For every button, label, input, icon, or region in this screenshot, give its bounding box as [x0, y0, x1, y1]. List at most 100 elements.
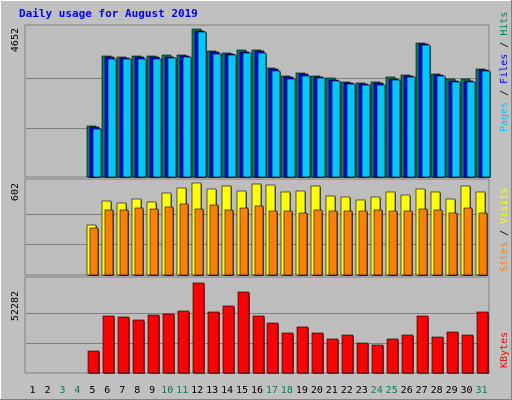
bar-sites-day-14 — [224, 209, 234, 276]
bar-sites-day-10 — [164, 206, 174, 276]
visits-ymax-label: 602 — [10, 183, 21, 201]
bar-sites-day-16 — [254, 205, 264, 276]
bar-pages-day-24 — [376, 84, 386, 178]
bar-sites-day-20 — [313, 209, 323, 276]
bar-pages-day-30 — [466, 81, 476, 178]
bar-pages-day-16 — [257, 52, 267, 178]
bar-pages-day-17 — [271, 70, 281, 178]
bar-sites-day-8 — [134, 207, 144, 276]
x-tick-labels: 1 2 3 4 5 6 7 8 9 10 11 12 13 14 15 16 17 18 19 20 21 22 23 24 2… — [29, 385, 487, 396]
bar-pages-day-20 — [316, 77, 326, 178]
x-tick-label: 28 — [431, 385, 443, 396]
x-tick-label: 15 — [236, 385, 248, 396]
bar-kbytes-day-11 — [177, 310, 190, 374]
bar-sites-day-21 — [328, 210, 338, 276]
bar-kbytes-day-9 — [147, 314, 160, 374]
x-tick-label: 18 — [281, 385, 293, 396]
bar-pages-day-19 — [301, 75, 311, 178]
x-tick-label: 17 — [266, 385, 278, 396]
bar-kbytes-day-20 — [311, 332, 324, 374]
bar-sites-day-24 — [373, 209, 383, 276]
bar-pages-day-7 — [122, 58, 132, 178]
bar-kbytes-day-29 — [446, 331, 459, 374]
bar-sites-day-19 — [298, 212, 308, 276]
bar-sites-day-11 — [179, 203, 189, 276]
bar-pages-day-11 — [182, 56, 192, 178]
bar-pages-day-26 — [406, 76, 416, 178]
x-tick-label: 29 — [446, 385, 458, 396]
x-tick-label: 23 — [356, 385, 368, 396]
bar-kbytes-day-21 — [326, 338, 339, 374]
bar-kbytes-day-8 — [132, 319, 145, 374]
x-tick-label: 25 — [386, 385, 398, 396]
bar-pages-day-23 — [361, 84, 371, 178]
x-tick-label: 19 — [296, 385, 308, 396]
bar-pages-day-10 — [167, 57, 177, 178]
bar-sites-day-5 — [89, 227, 99, 276]
bar-sites-day-7 — [119, 209, 129, 276]
bar-pages-day-9 — [152, 58, 162, 178]
x-tick-label: 9 — [149, 385, 155, 396]
legend-sep-3: / — [499, 224, 510, 242]
bar-sites-day-18 — [283, 210, 293, 276]
bar-kbytes-day-5 — [87, 350, 100, 374]
bar-sites-day-6 — [104, 209, 114, 276]
kbytes-ymax-label: 52282 — [10, 291, 21, 321]
bar-sites-day-31 — [478, 212, 488, 276]
legend-visits: Visits — [499, 188, 510, 224]
hits-ymax-label: 4652 — [10, 28, 21, 52]
bar-kbytes-day-30 — [461, 334, 474, 374]
legend-pages: Pages — [499, 102, 510, 132]
bar-sites-day-12 — [194, 208, 204, 276]
x-tick-label: 4 — [74, 385, 80, 396]
bar-pages-day-29 — [451, 81, 461, 178]
visits-axis-legend: Sites / Visits — [499, 188, 510, 272]
x-tick-label: 20 — [311, 385, 323, 396]
x-tick-label: 3 — [59, 385, 65, 396]
bar-kbytes-day-24 — [371, 344, 384, 374]
x-tick-label: 21 — [326, 385, 338, 396]
bar-kbytes-day-12 — [192, 282, 205, 374]
bar-pages-day-25 — [391, 79, 401, 178]
x-tick-label: 27 — [416, 385, 428, 396]
x-tick-label: 7 — [119, 385, 125, 396]
bar-kbytes-day-7 — [117, 316, 130, 374]
x-tick-label: 14 — [221, 385, 233, 396]
x-tick-label: 6 — [104, 385, 110, 396]
bar-pages-day-21 — [331, 80, 341, 178]
bar-kbytes-day-22 — [341, 334, 354, 374]
bar-sites-day-22 — [343, 210, 353, 276]
legend-files: Files — [499, 54, 510, 84]
bar-pages-day-6 — [107, 58, 117, 178]
bar-kbytes-day-23 — [356, 342, 369, 374]
bar-sites-day-13 — [209, 204, 219, 276]
legend-sep-1: / — [499, 84, 510, 102]
bar-sites-day-17 — [268, 210, 278, 276]
bar-kbytes-day-28 — [431, 336, 444, 374]
bar-kbytes-day-18 — [281, 332, 294, 374]
x-tick-label: 11 — [176, 385, 188, 396]
bar-kbytes-day-27 — [416, 315, 429, 374]
bar-kbytes-day-13 — [207, 311, 220, 374]
legend-hits: Hits — [499, 12, 510, 36]
bar-pages-day-27 — [421, 44, 431, 178]
x-tick-label: 22 — [341, 385, 353, 396]
bar-pages-day-14 — [227, 54, 237, 178]
chart-marks — [26, 28, 491, 374]
x-tick-label: 16 — [251, 385, 263, 396]
x-tick-label: 8 — [134, 385, 140, 396]
bar-kbytes-day-26 — [401, 334, 414, 374]
x-tick-label: 2 — [44, 385, 50, 396]
x-tick-label: 5 — [89, 385, 95, 396]
bar-kbytes-day-6 — [102, 315, 115, 374]
bar-pages-day-13 — [212, 53, 222, 178]
bar-pages-day-8 — [137, 58, 147, 178]
x-tick-label: 13 — [206, 385, 218, 396]
bar-sites-day-28 — [433, 209, 443, 276]
x-tick-label: 24 — [371, 385, 383, 396]
bar-pages-day-22 — [346, 83, 356, 178]
x-tick-label: 12 — [191, 385, 203, 396]
bar-sites-day-29 — [448, 212, 458, 276]
x-tick-label: 1 — [29, 385, 35, 396]
